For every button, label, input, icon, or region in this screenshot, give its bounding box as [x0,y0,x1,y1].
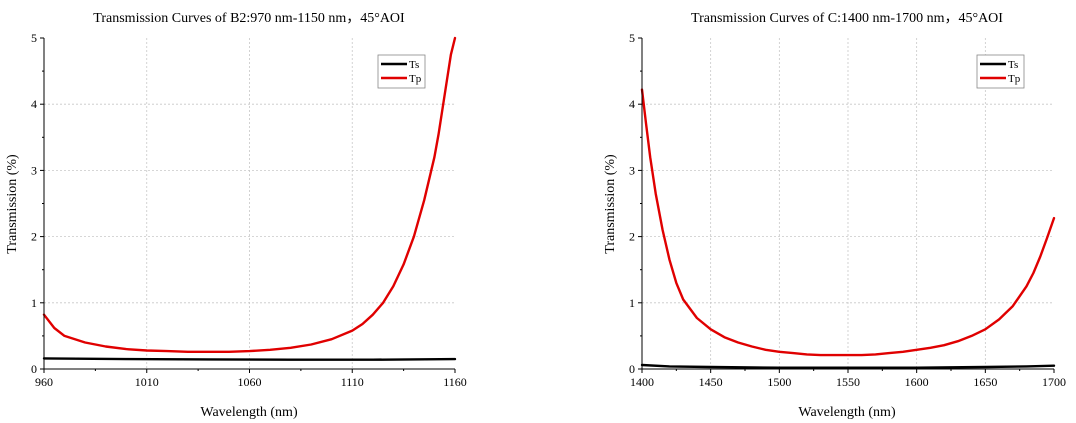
y-tick-label: 3 [31,163,37,177]
legend-box [976,54,1025,89]
x-tick-label: 1110 [341,375,364,389]
y-tick-label: 1 [31,296,37,310]
x-tick-label: 1700 [1042,375,1066,389]
x-tick-label: 1010 [135,375,159,389]
y-axis-label: Transmission (%) [603,154,618,254]
series-line-ts [640,363,1056,369]
legend-label-tp: Tp [409,73,422,85]
y-tick-label: 1 [629,296,635,310]
series-line-ts [42,357,457,361]
x-tick-label: 1160 [443,375,467,389]
y-tick-label: 5 [629,31,635,45]
y-tick-label: 0 [629,362,635,376]
y-tick-label: 4 [629,97,635,111]
x-tick-label: 1500 [767,375,791,389]
chart-title: Transmission Curves of C:1400 nm-1700 nm… [691,11,1003,26]
chart-b2: Transmission Curves of B2:970 nm-1150 nm… [5,11,467,420]
series-line-tp [640,88,1056,357]
chart-title: Transmission Curves of B2:970 nm-1150 nm… [93,11,405,26]
x-tick-label: 960 [35,375,53,389]
legend-label-tp: Tp [1008,73,1021,85]
y-tick-label: 4 [31,97,37,111]
x-axis-label: Wavelength (nm) [200,405,298,420]
x-tick-label: 1060 [238,375,262,389]
y-tick-label: 2 [629,230,635,244]
legend-label-ts: Ts [409,59,419,71]
y-tick-label: 2 [31,230,37,244]
x-tick-label: 1650 [973,375,997,389]
x-axis-label: Wavelength (nm) [798,405,896,420]
y-tick-label: 0 [31,362,37,376]
x-tick-label: 1450 [699,375,723,389]
legend-label-ts: Ts [1008,59,1018,71]
x-tick-label: 1400 [630,375,654,389]
chart-c: Transmission Curves of C:1400 nm-1700 nm… [603,11,1066,420]
y-tick-label: 3 [629,163,635,177]
series-line-tp [42,36,457,353]
y-tick-label: 5 [31,31,37,45]
x-tick-label: 1550 [836,375,860,389]
legend-box [377,54,426,89]
x-tick-label: 1600 [905,375,929,389]
y-axis-label: Transmission (%) [5,154,20,254]
